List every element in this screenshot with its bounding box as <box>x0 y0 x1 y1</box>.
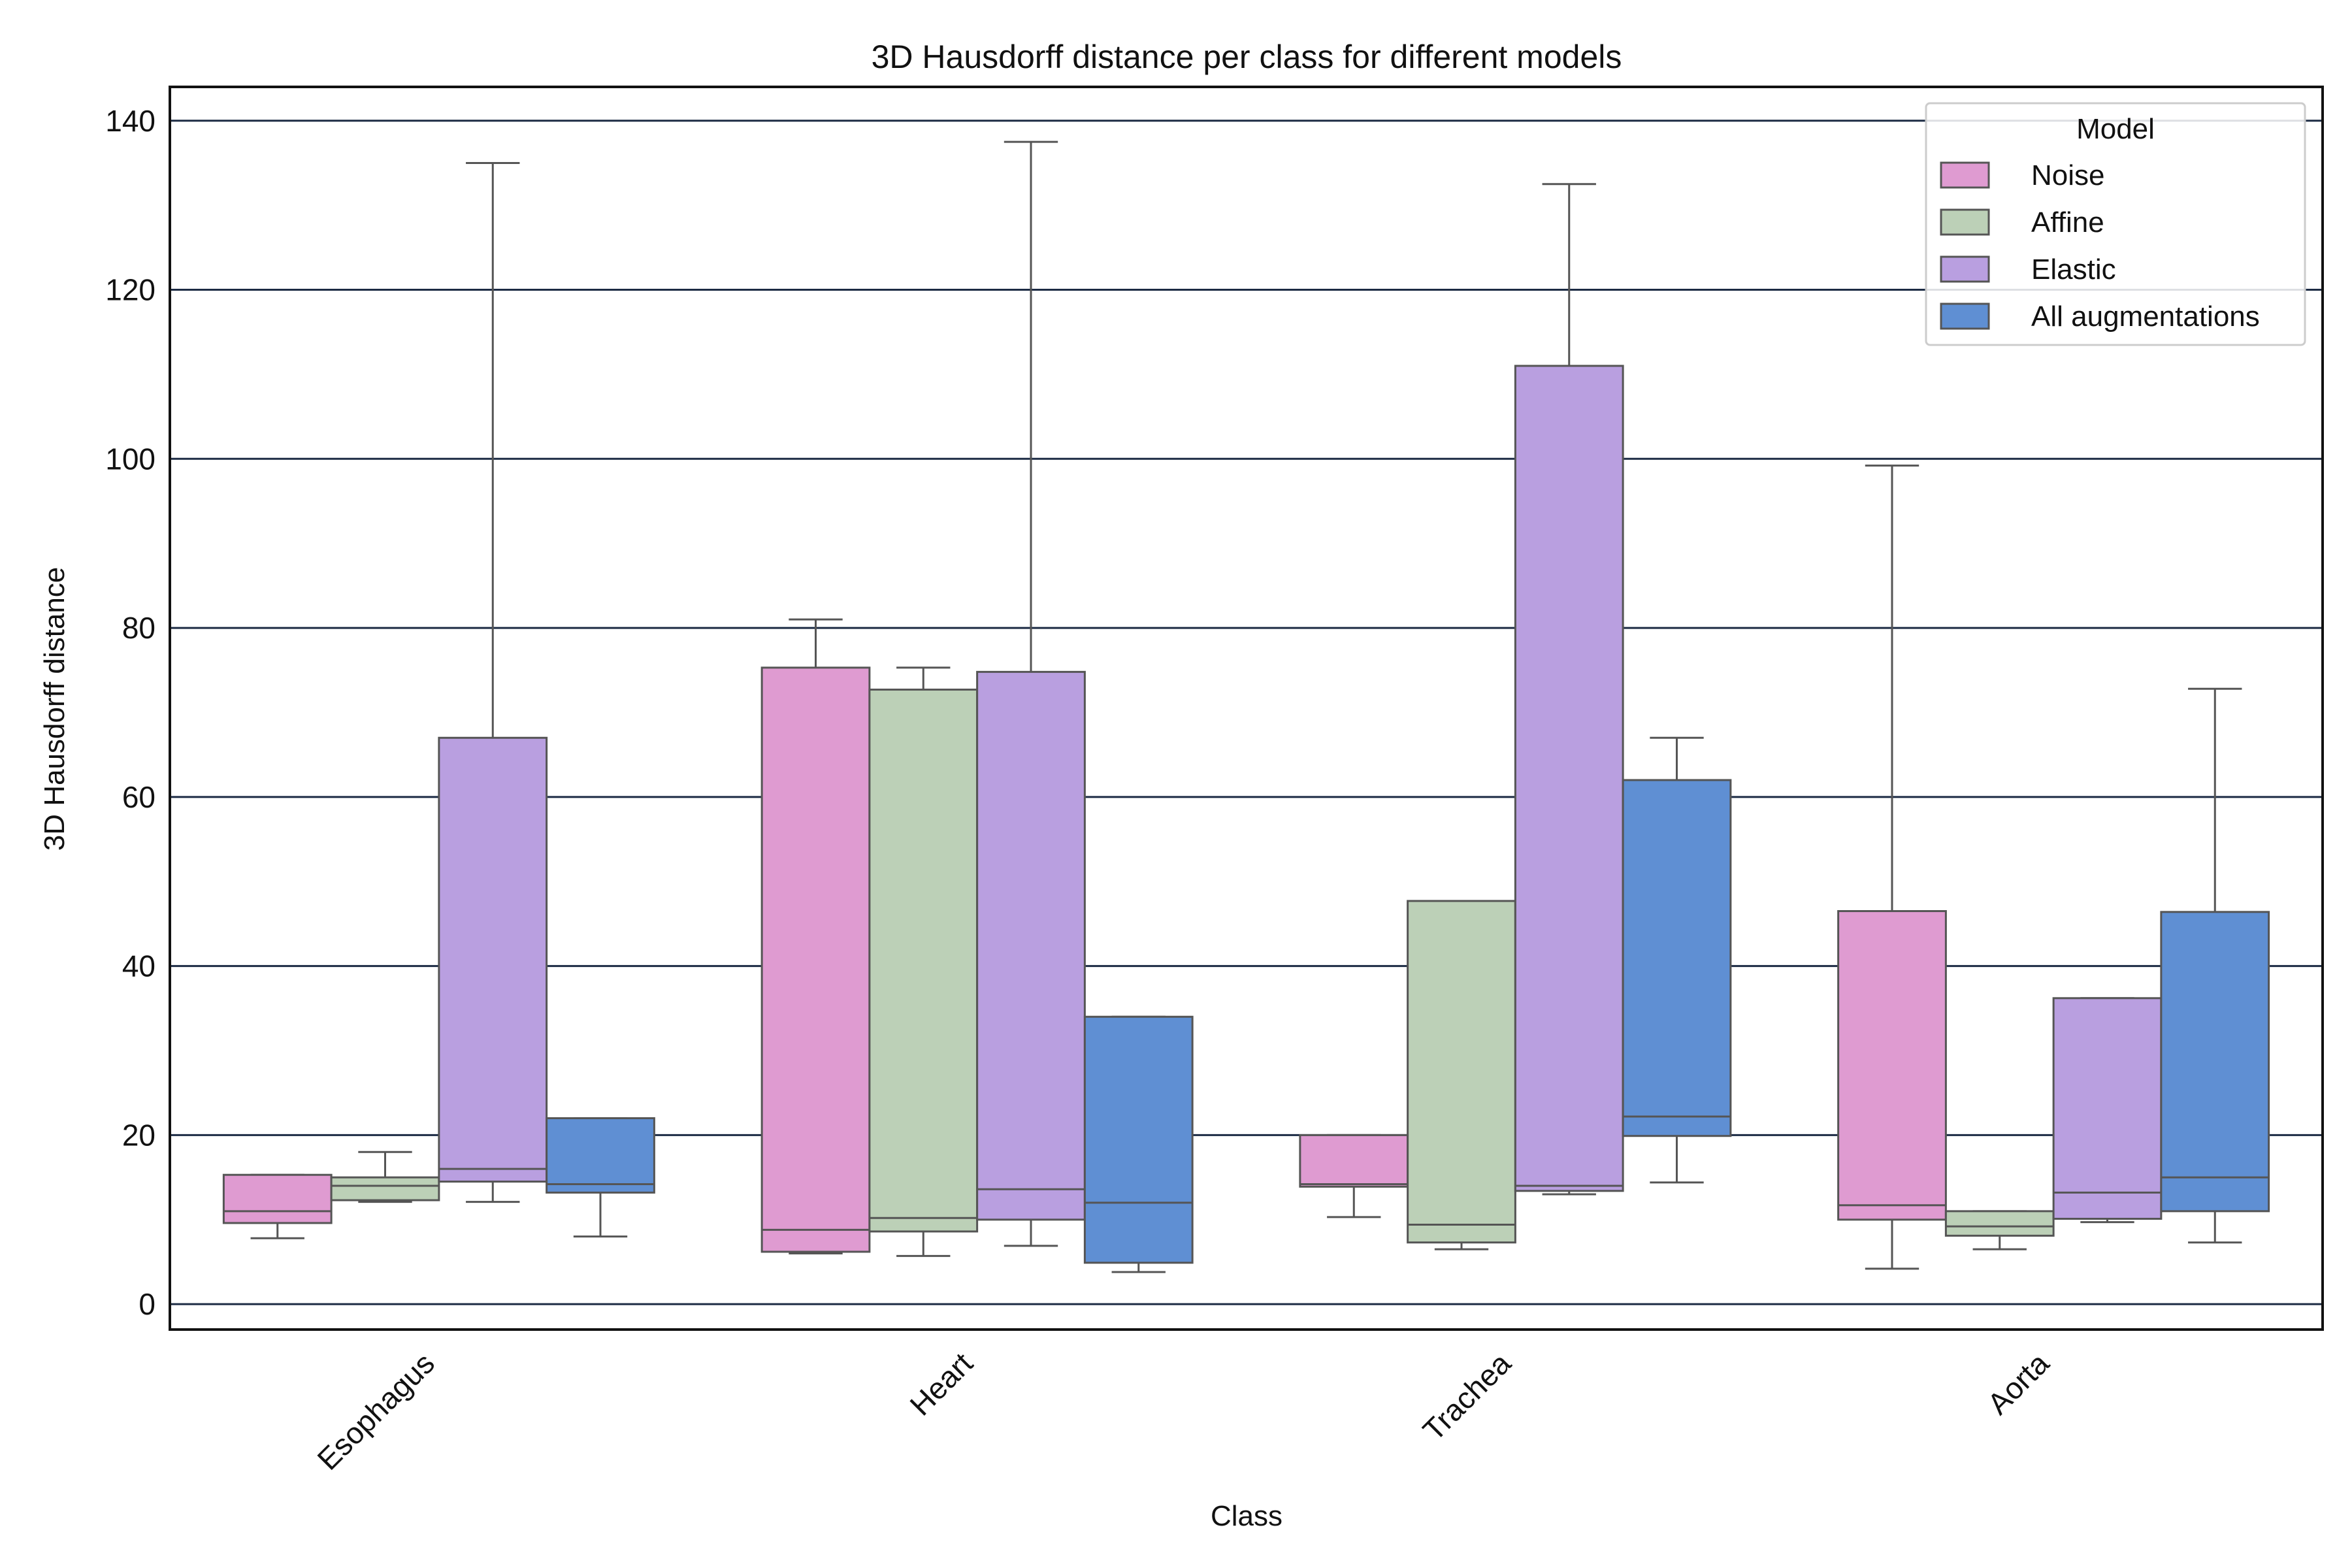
y-tick-label-40: 40 <box>122 949 155 983</box>
y-axis-ticks: 0 20 40 60 80 100 120 140 <box>105 104 155 1321</box>
box-heart-affine <box>868 666 979 1257</box>
box-iqr <box>1944 1210 2055 1237</box>
y-tick-label-140: 140 <box>105 104 155 138</box>
box-aorta-affine <box>1944 1210 2055 1250</box>
legend: Model Noise Affine Elastic All augmentation… <box>1925 102 2306 346</box>
legend-label-noise: Noise <box>2031 159 2105 191</box>
box-iqr <box>1514 365 1624 1192</box>
box-iqr <box>976 670 1086 1221</box>
box-iqr <box>2052 997 2163 1220</box>
box-esophagus-all-augmentations <box>546 1117 655 1238</box>
box-iqr <box>760 666 871 1253</box>
y-tick-label-80: 80 <box>122 611 155 645</box>
box-iqr <box>1837 910 1947 1221</box>
box-aorta-all-augmentations <box>2160 687 2270 1244</box>
box-trachea-affine <box>1407 900 1516 1250</box>
box-heart-noise <box>760 618 871 1255</box>
y-tick-label-100: 100 <box>105 442 155 476</box>
legend-swatch-elastic <box>1940 255 1990 283</box>
y-axis-label: 3D Hausdorff distance <box>39 567 71 851</box>
boxes <box>222 140 2270 1273</box>
legend-swatch-noise <box>1940 161 1990 189</box>
y-tick-label-0: 0 <box>139 1287 155 1321</box>
box-aorta-noise <box>1837 465 1947 1270</box>
legend-item-affine: Affine <box>1940 206 2104 238</box>
box-heart-all-augmentations <box>1083 1015 1194 1273</box>
box-aorta-elastic <box>2052 997 2163 1224</box>
legend-label-all-augmentations: All augmentations <box>2031 301 2260 333</box>
y-tick-label-20: 20 <box>122 1118 155 1152</box>
box-iqr <box>438 736 548 1183</box>
legend-frame <box>1925 102 2306 346</box>
box-iqr <box>2160 911 2270 1213</box>
legend-label-affine: Affine <box>2031 206 2104 238</box>
box-iqr <box>1083 1015 1194 1264</box>
box-esophagus-affine <box>330 1151 440 1203</box>
legend-title: Model <box>2076 113 2155 145</box>
box-trachea-noise <box>1299 1134 1409 1218</box>
legend-swatch-all-augmentations <box>1940 302 1990 330</box>
box-iqr <box>546 1117 655 1194</box>
y-tick-label-120: 120 <box>105 273 155 307</box>
legend-items: Noise Affine Elastic All augmentations <box>1940 159 2260 333</box>
legend-item-noise: Noise <box>1940 159 2105 191</box>
box-iqr <box>1407 900 1516 1244</box>
chart-title: 3D Hausdorff distance per class for diff… <box>872 39 1622 75</box>
box-trachea-all-augmentations <box>1622 736 1732 1184</box>
plot-frame <box>169 86 2324 1331</box>
box-iqr <box>1299 1134 1409 1188</box>
box-esophagus-elastic <box>438 161 548 1203</box>
box-trachea-elastic <box>1514 183 1624 1196</box>
legend-swatch-affine <box>1940 208 1990 236</box>
legend-label-elastic: Elastic <box>2031 253 2116 286</box>
legend-item-elastic: Elastic <box>1940 253 2116 286</box>
y-tick-label-60: 60 <box>122 780 155 814</box>
box-iqr <box>222 1173 333 1224</box>
x-axis-label: Class <box>1211 1500 1282 1532</box>
box-iqr <box>330 1176 440 1201</box>
box-iqr <box>1622 779 1732 1137</box>
legend-item-all-augmentations: All augmentations <box>1940 301 2260 333</box>
box-iqr <box>868 689 979 1233</box>
box-heart-elastic <box>976 140 1086 1247</box>
